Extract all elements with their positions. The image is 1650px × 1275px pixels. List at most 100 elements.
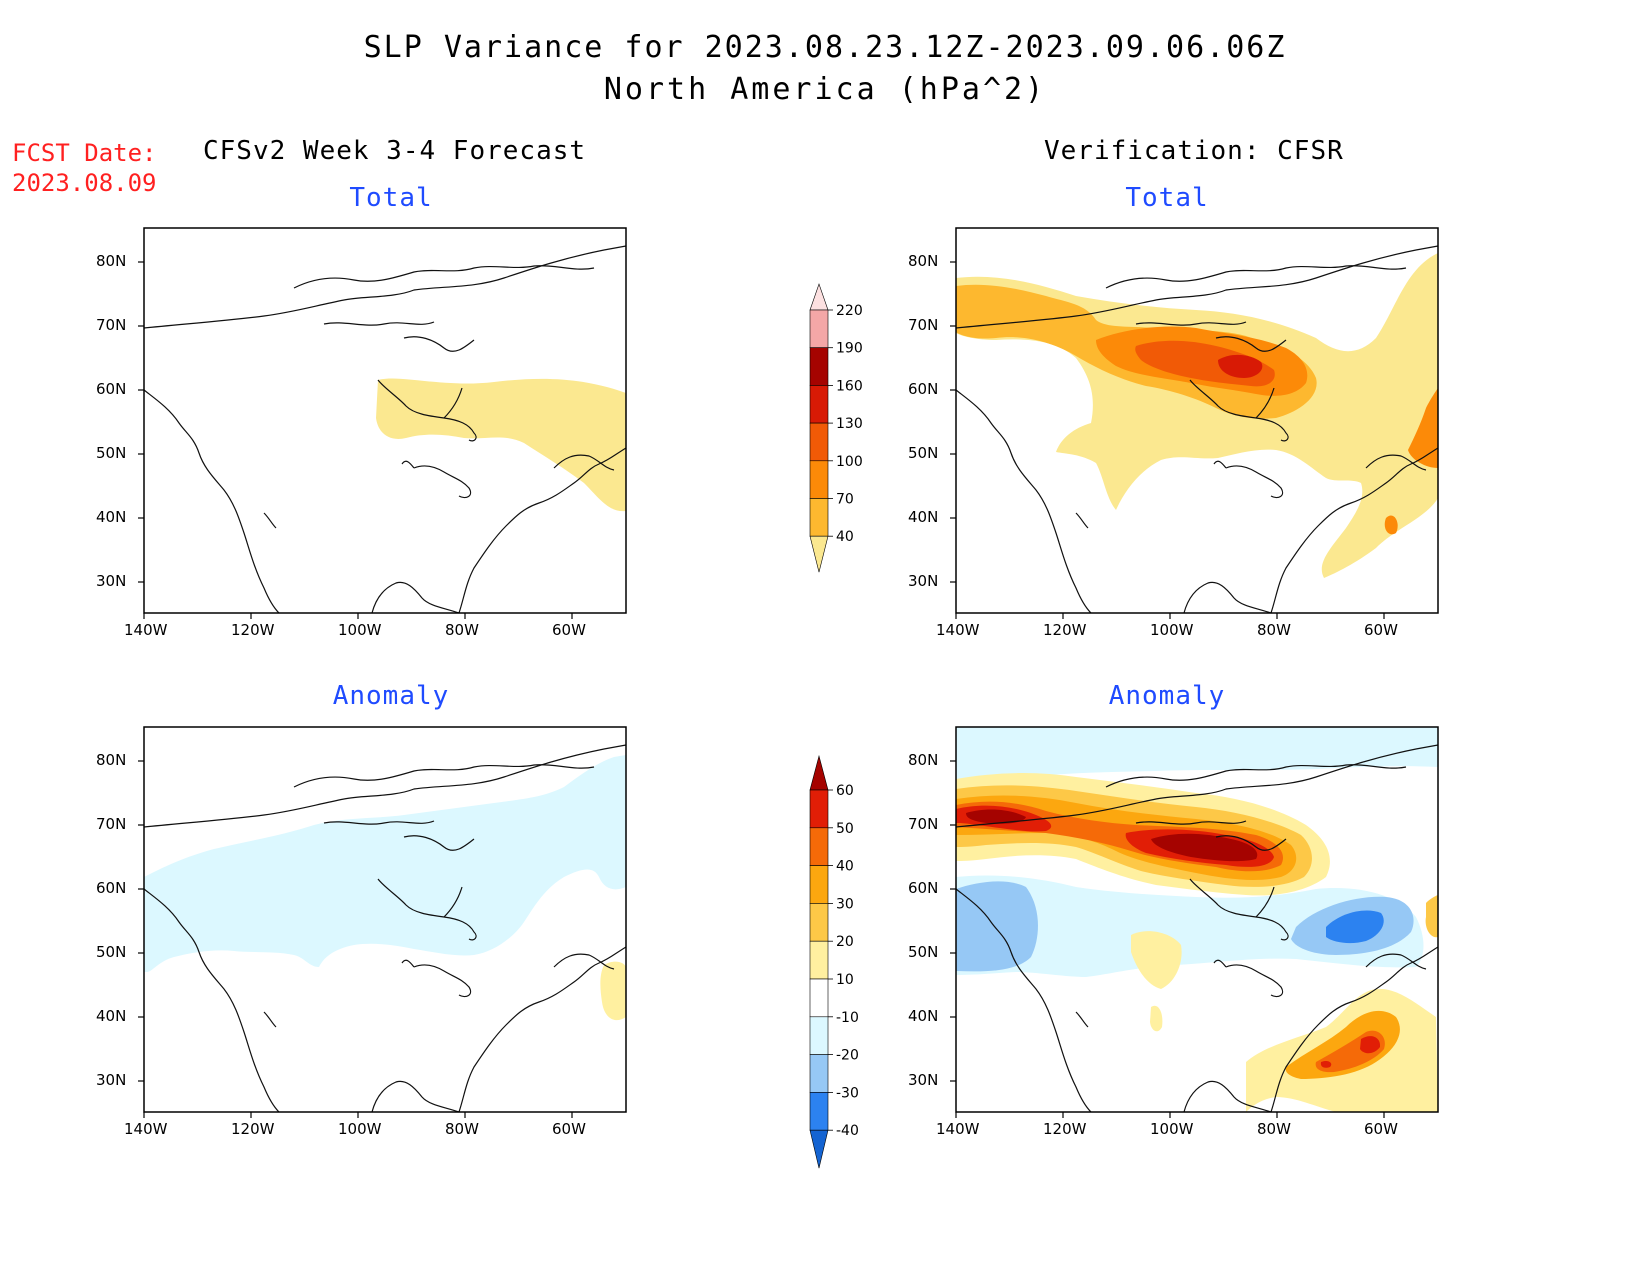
colorbar-box [809, 422, 829, 462]
forecast-column-title: CFSv2 Week 3-4 Forecast [203, 136, 587, 166]
colorbar-label: 60 [836, 783, 854, 799]
verification-total-title: Total [1125, 183, 1209, 213]
colorbar-label: 100 [836, 454, 863, 470]
main-subtitle: North America (hPa^2) [603, 72, 1047, 107]
coastline-layer [143, 744, 627, 1113]
colorbar-label: 40 [836, 529, 854, 545]
colorbar-box [809, 309, 829, 349]
lat-tick-label: 50N [96, 444, 127, 462]
colorbar-box [809, 460, 829, 499]
colorbar-label: -20 [836, 1048, 859, 1064]
lat-tick-label: 30N [96, 1071, 127, 1089]
lon-tick-label: 100W [1150, 621, 1194, 639]
map-frame [955, 726, 1439, 1113]
colorbar-box [809, 903, 829, 942]
shading-layer [956, 253, 1438, 578]
lon-tick-label: 120W [231, 621, 275, 639]
lat-tick-label: 70N [908, 815, 939, 833]
verification-column-title: Verification: CFSR [1044, 136, 1344, 166]
lat-tick-label: 80N [908, 751, 939, 769]
lon-tick-label: 100W [338, 1120, 382, 1138]
lat-tick-label: 70N [908, 316, 939, 334]
map-frame [143, 227, 627, 614]
lon-tick-label: 100W [1150, 1120, 1194, 1138]
lat-tick-label: 50N [96, 943, 127, 961]
lat-tick-label: 30N [908, 1071, 939, 1089]
lon-tick-label: 140W [936, 621, 980, 639]
colorbar-label: 190 [836, 341, 863, 357]
lat-tick-label: 40N [96, 508, 127, 526]
lon-tick-label: 80W [445, 1120, 479, 1138]
colorbar-top-arrow [809, 283, 829, 311]
lon-tick-label: 100W [338, 621, 382, 639]
lon-tick-label: 120W [1043, 621, 1087, 639]
lat-tick-label: 70N [96, 815, 127, 833]
colorbar-box [809, 1016, 829, 1055]
map-frame [143, 726, 627, 1113]
shading-layer [144, 755, 626, 1021]
lon-tick-label: 60W [1364, 621, 1398, 639]
lon-tick-label: 80W [1257, 1120, 1291, 1138]
lat-tick-label: 50N [908, 444, 939, 462]
total-colorbar: 40 70 100 130 160 190 220 [809, 283, 863, 573]
lat-tick-label: 60N [908, 879, 939, 897]
colorbar-box [809, 385, 829, 424]
colorbar-label: 220 [836, 303, 863, 319]
verification-total-map [950, 227, 1439, 619]
lat-tick-label: 80N [908, 252, 939, 270]
colorbar-label: 30 [836, 896, 854, 912]
lon-tick-label: 80W [1257, 621, 1291, 639]
lat-tick-label: 30N [96, 572, 127, 590]
lat-tick-label: 60N [908, 380, 939, 398]
lon-tick-label: 120W [231, 1120, 275, 1138]
forecast-total-title: Total [349, 183, 433, 213]
colorbar-label: 70 [836, 492, 854, 508]
anomaly-colorbar: -40 -30 -20 -10 10 20 30 40 50 60 [809, 754, 859, 1169]
lon-tick-label: 60W [552, 621, 586, 639]
main-title: SLP Variance for 2023.08.23.12Z-2023.09.… [363, 30, 1287, 65]
colorbar-box [809, 498, 829, 537]
colorbar-label: 10 [836, 972, 854, 988]
coastline-layer [955, 744, 1439, 1113]
lat-tick-label: 80N [96, 252, 127, 270]
forecast-anomaly-map [138, 726, 627, 1118]
lat-tick-label: 30N [908, 572, 939, 590]
lat-tick-label: 40N [908, 1007, 939, 1025]
lat-tick-label: 50N [908, 943, 939, 961]
lat-tick-label: 60N [96, 380, 127, 398]
lat-tick-label: 80N [96, 751, 127, 769]
forecast-total-map [138, 227, 627, 619]
lon-tick-label: 60W [552, 1120, 586, 1138]
colorbar-label: -10 [836, 1010, 859, 1026]
map-frame [955, 227, 1439, 614]
colorbar-label: 160 [836, 378, 863, 394]
forecast-anomaly-title: Anomaly [332, 681, 450, 711]
colorbar-box [809, 1092, 829, 1131]
shading-layer [956, 727, 1438, 1112]
verification-anomaly-title: Anomaly [1108, 681, 1226, 711]
colorbar-box [809, 789, 829, 829]
colorbar-label: 130 [836, 416, 863, 432]
colorbar-box [809, 940, 829, 980]
lon-tick-label: 140W [124, 1120, 168, 1138]
colorbar-label: 50 [836, 821, 854, 837]
colorbar-box [809, 865, 829, 904]
fcst-date-label: FCST Date: [12, 139, 157, 167]
colorbar-bottom-arrow [809, 535, 829, 573]
colorbar-top-arrow [809, 754, 829, 791]
shading-layer [376, 378, 626, 512]
coastline-layer [143, 245, 627, 614]
colorbar-box [809, 978, 829, 1018]
colorbar-box [809, 827, 829, 866]
coastline-layer [955, 245, 1439, 614]
colorbar-label: 40 [836, 859, 854, 875]
colorbar-bottom-arrow [809, 1129, 829, 1169]
lat-tick-label: 40N [96, 1007, 127, 1025]
lon-tick-label: 140W [124, 621, 168, 639]
colorbar-label: -40 [836, 1123, 859, 1139]
lat-tick-label: 60N [96, 879, 127, 897]
lon-tick-label: 120W [1043, 1120, 1087, 1138]
lon-tick-label: 140W [936, 1120, 980, 1138]
colorbar-label: 20 [836, 934, 854, 950]
colorbar-box [809, 1054, 829, 1093]
